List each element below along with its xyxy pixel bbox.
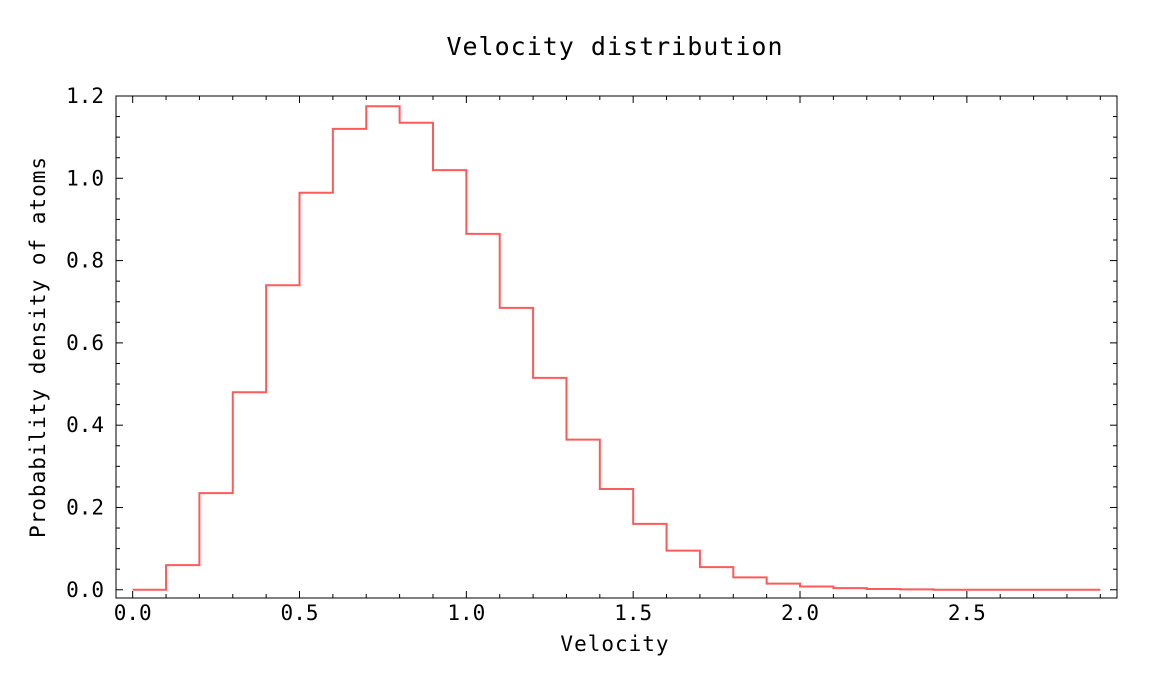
x-tick-label: 1.5 [614, 601, 652, 625]
y-tick-label: 0.8 [66, 249, 104, 273]
y-tick-label: 0.6 [66, 331, 104, 355]
x-tick-label: 0.0 [114, 601, 152, 625]
y-tick-label: 1.2 [66, 84, 104, 108]
y-tick-label: 0.2 [66, 495, 104, 519]
plot-frame [115, 95, 1118, 599]
x-tick-label: 1.0 [447, 601, 485, 625]
y-tick-labels: 0.0 0.2 0.4 0.6 0.8 1.0 1.2 [66, 84, 104, 602]
y-tick-label: 0.0 [66, 578, 104, 602]
x-tick-label: 2.5 [948, 601, 986, 625]
x-tick-label: 0.5 [281, 601, 319, 625]
y-tick-label: 0.4 [66, 413, 104, 437]
y-tick-label: 1.0 [66, 166, 104, 190]
chart-title: Velocity distribution [446, 32, 783, 61]
axis-ticks [116, 95, 1117, 598]
x-tick-label: 2.0 [781, 601, 819, 625]
velocity-histogram-series [132, 105, 1101, 591]
x-tick-labels: 0.0 0.5 1.0 1.5 2.0 2.5 [114, 601, 986, 625]
y-axis-title: Probability density of atoms [26, 156, 50, 538]
x-axis-title: Velocity [560, 632, 669, 656]
histogram-bins [133, 106, 1101, 589]
